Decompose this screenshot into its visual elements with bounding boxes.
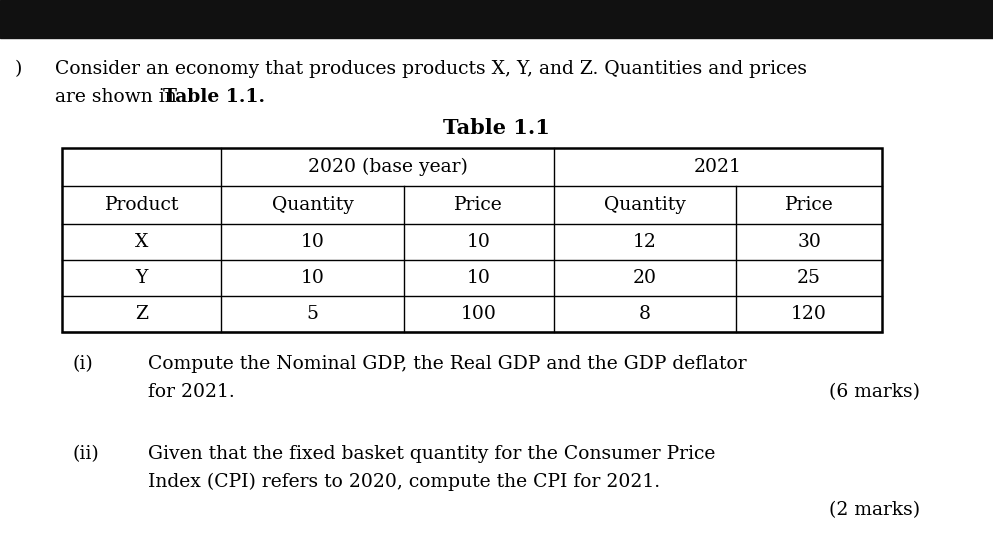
Text: 5: 5 <box>307 305 319 323</box>
Text: Quantity: Quantity <box>604 196 686 214</box>
Text: Consider an economy that produces products X, Y, and Z. Quantities and prices: Consider an economy that produces produc… <box>55 60 807 78</box>
Text: Compute the Nominal GDP, the Real GDP and the GDP deflator: Compute the Nominal GDP, the Real GDP an… <box>148 355 747 373</box>
Text: 2020 (base year): 2020 (base year) <box>308 158 468 176</box>
Text: 10: 10 <box>301 233 325 251</box>
Text: (6 marks): (6 marks) <box>829 383 920 401</box>
Text: Product: Product <box>104 196 179 214</box>
Text: 25: 25 <box>797 269 821 287</box>
Text: 10: 10 <box>301 269 325 287</box>
Text: X: X <box>135 233 148 251</box>
Text: (2 marks): (2 marks) <box>829 501 920 519</box>
Text: 2021: 2021 <box>694 158 742 176</box>
Text: 8: 8 <box>639 305 651 323</box>
Text: Index (CPI) refers to 2020, compute the CPI for 2021.: Index (CPI) refers to 2020, compute the … <box>148 473 660 491</box>
Bar <box>62 148 882 332</box>
Text: 30: 30 <box>797 233 821 251</box>
Text: Table 1.1.: Table 1.1. <box>163 88 265 106</box>
Text: (i): (i) <box>72 355 92 373</box>
Text: ): ) <box>15 60 23 78</box>
Text: (ii): (ii) <box>72 445 98 463</box>
Text: 20: 20 <box>634 269 657 287</box>
Text: Table 1.1: Table 1.1 <box>443 118 550 138</box>
Text: 10: 10 <box>467 233 491 251</box>
Text: Y: Y <box>135 269 148 287</box>
Text: 100: 100 <box>461 305 496 323</box>
Text: for 2021.: for 2021. <box>148 383 234 401</box>
Text: 10: 10 <box>467 269 491 287</box>
Text: Price: Price <box>455 196 503 214</box>
Text: 120: 120 <box>791 305 827 323</box>
Text: are shown in: are shown in <box>55 88 183 106</box>
Text: Quantity: Quantity <box>272 196 354 214</box>
Text: 12: 12 <box>634 233 657 251</box>
Text: Z: Z <box>135 305 148 323</box>
Bar <box>0 0 993 38</box>
Text: Given that the fixed basket quantity for the Consumer Price: Given that the fixed basket quantity for… <box>148 445 715 463</box>
Text: Price: Price <box>784 196 833 214</box>
